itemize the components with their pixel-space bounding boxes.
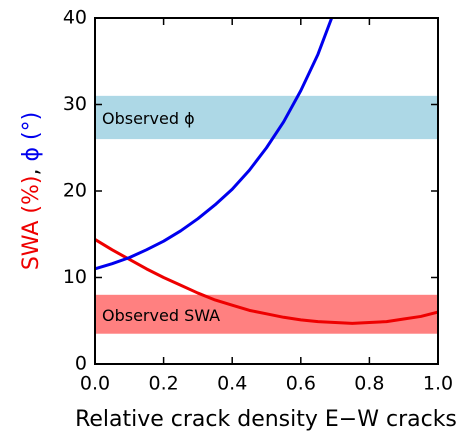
y-label-part: ϕ (°) [19,112,44,162]
y-tick-label: 20 [63,180,87,202]
y-axis-label: SWA (%), ϕ (°) [19,112,44,270]
y-tick-label: 30 [63,93,87,115]
y-tick-label: 10 [63,266,87,288]
x-tick-label: 0.0 [80,373,110,395]
x-tick-label: 0.8 [354,373,384,395]
y-tick-label: 0 [75,353,87,375]
y-label-part: , [19,169,44,176]
band-label: Observed ϕ [102,109,195,128]
band-label: Observed SWA [102,306,220,325]
x-tick-label: 0.6 [286,373,316,395]
x-tick-label: 0.2 [148,373,178,395]
x-tick-label: 0.4 [217,373,247,395]
y-label-part: SWA (%) [19,176,44,271]
data-line [95,238,438,325]
x-axis-label: Relative crack density E−W cracks [75,407,457,432]
data-line [95,18,334,271]
y-tick-label: 40 [63,7,87,29]
x-tick-label: 1.0 [423,373,453,395]
observed-band [95,95,438,140]
